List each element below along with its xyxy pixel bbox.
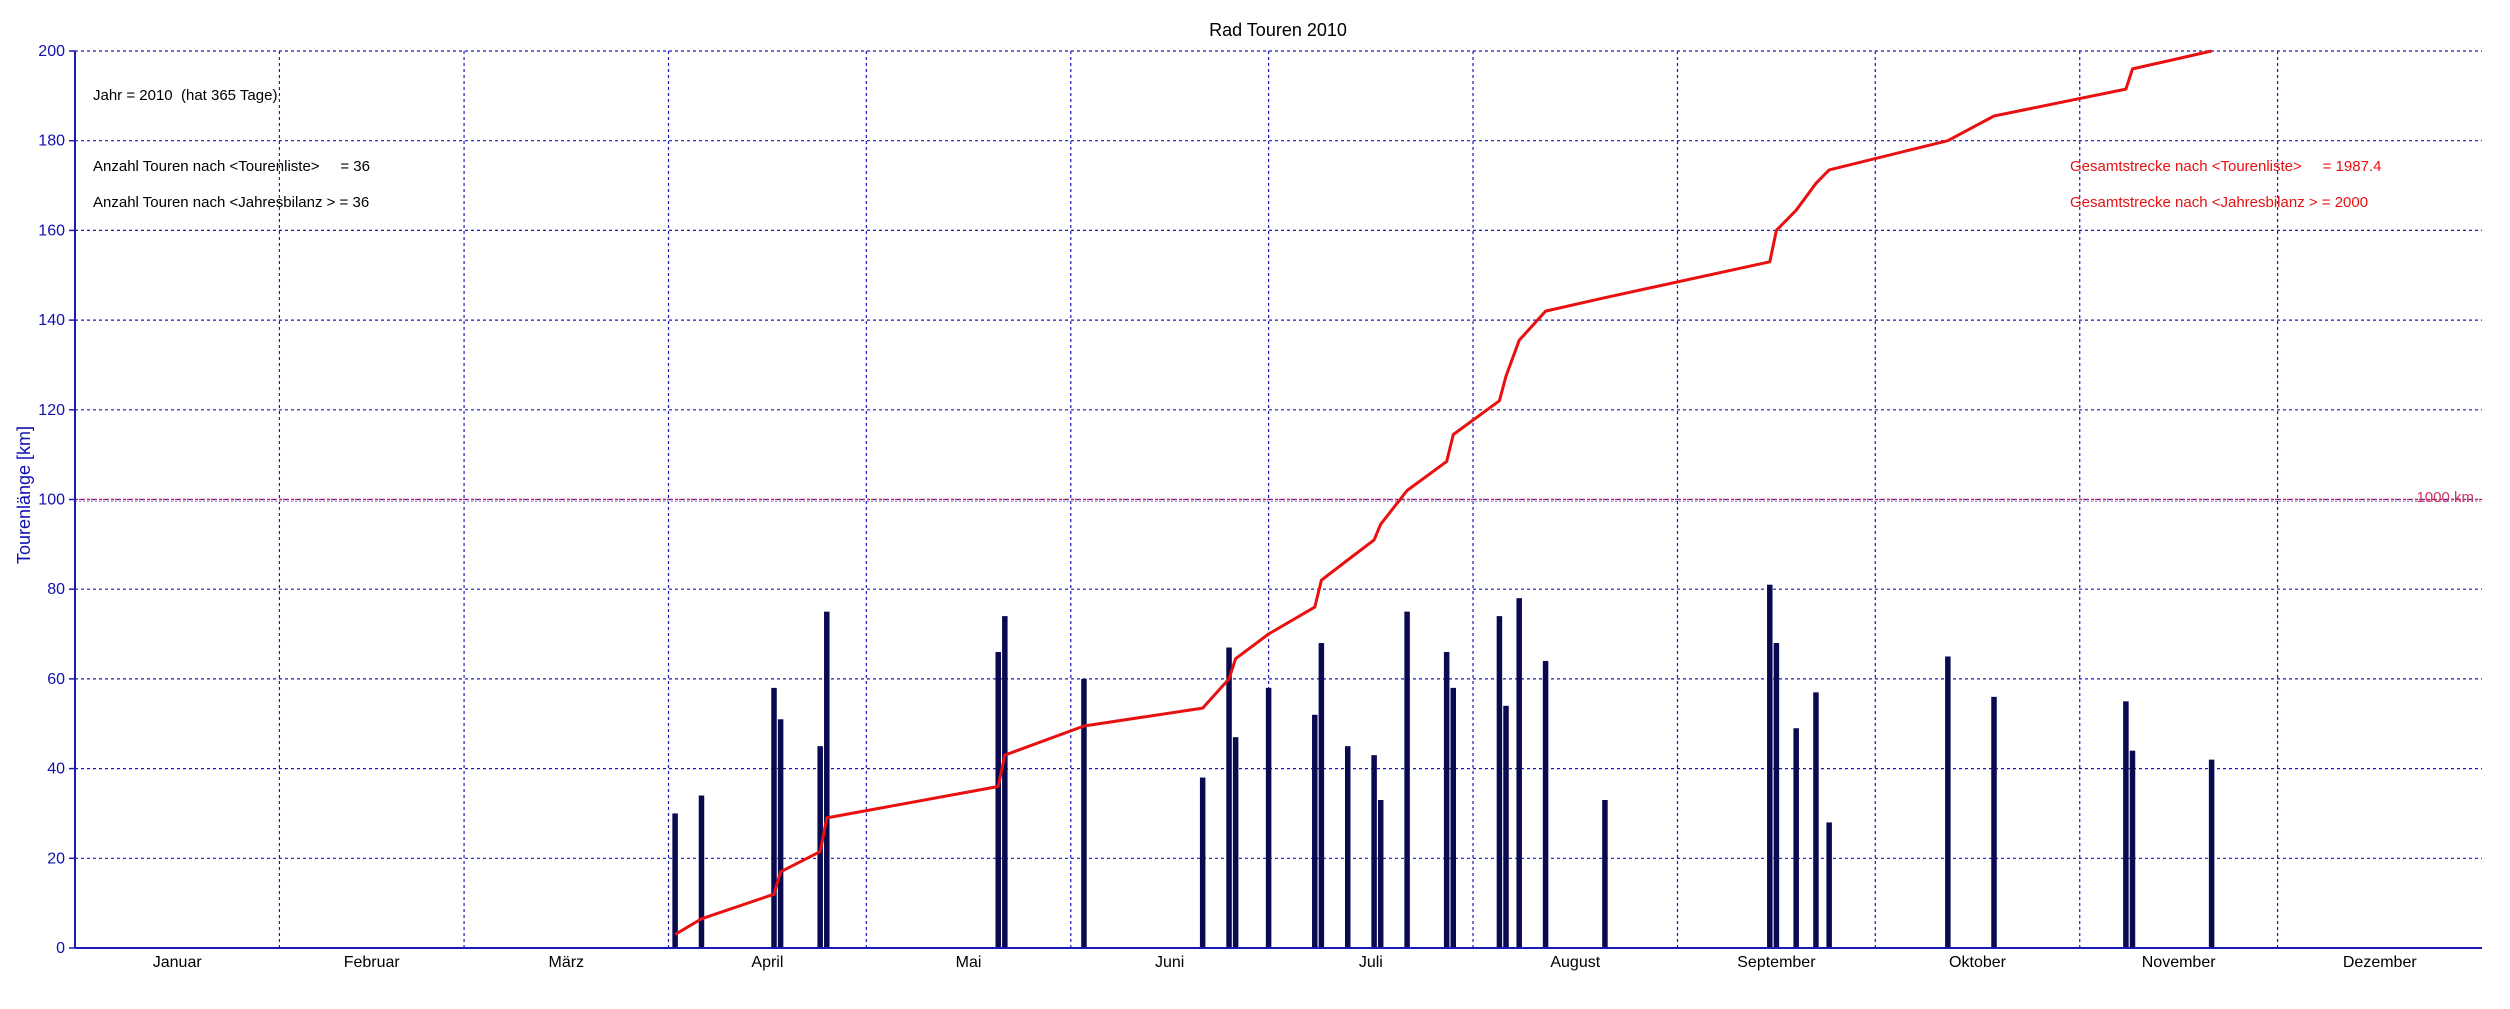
bar <box>777 719 784 948</box>
bar <box>1773 643 1780 948</box>
x-tick-label: Juli <box>1359 954 1383 971</box>
total-tourenliste: Gesamtstrecke nach <Tourenliste> = 1987.… <box>2070 158 2381 175</box>
bar <box>771 687 777 948</box>
bar <box>995 651 1001 948</box>
bar <box>1496 616 1503 948</box>
labels: Rad Touren 2010 Tourenlänge [km] Jahr = … <box>14 20 2474 564</box>
annotation-count-jahresbilanz: Anzahl Touren nach <Jahresbilanz > = 36 <box>93 194 369 211</box>
bar <box>672 813 678 948</box>
bar <box>698 795 705 948</box>
y-tick-label: 140 <box>38 312 65 329</box>
y-tick-label: 60 <box>47 671 65 688</box>
y-tick-label: 160 <box>38 222 65 239</box>
bar <box>1002 616 1008 948</box>
bar <box>1318 643 1325 948</box>
x-tick-label: Mai <box>956 954 982 971</box>
bar <box>1199 777 1206 948</box>
bar <box>1503 705 1509 948</box>
bar <box>1404 611 1410 948</box>
y-tick-label: 100 <box>38 492 65 509</box>
y-tick-label: 200 <box>38 43 65 60</box>
bar <box>1945 656 1951 948</box>
x-tick-label: Juni <box>1155 954 1184 971</box>
bar <box>1767 584 1773 948</box>
bar <box>1793 728 1799 948</box>
axes: 0 20 40 60 80 100 120 140 160 180 200 Januar Februar… <box>38 43 2482 971</box>
bar <box>1542 660 1549 948</box>
bar <box>1377 799 1384 948</box>
y-tick-label: 20 <box>47 850 65 867</box>
x-tick-label: Dezember <box>2343 954 2417 971</box>
reference-line-group <box>75 498 2482 502</box>
total-jahresbilanz: Gesamtstrecke nach <Jahresbilanz > = 200… <box>2070 194 2368 211</box>
bar <box>1081 678 1087 948</box>
reference-line-label: 1000 km <box>2416 489 2474 506</box>
x-tick-label: September <box>1737 954 1816 971</box>
bar <box>1443 651 1450 948</box>
bar <box>1232 737 1239 948</box>
x-tick-label: August <box>1550 954 1600 971</box>
bar <box>824 611 830 948</box>
y-tick-label: 0 <box>56 940 65 957</box>
bar <box>1344 746 1351 948</box>
bar <box>2129 750 2136 948</box>
bar <box>1450 687 1457 948</box>
bar <box>1991 696 1997 948</box>
bar <box>1826 822 1832 948</box>
y-tick-label: 180 <box>38 133 65 150</box>
bar <box>1813 692 1819 948</box>
y-tick-label: 120 <box>38 402 65 419</box>
annotation-count-tourenliste: Anzahl Touren nach <Tourenliste> = 36 <box>93 158 370 175</box>
y-axis-label: Tourenlänge [km] <box>14 426 34 564</box>
bar <box>2208 759 2215 948</box>
bar <box>1226 647 1232 948</box>
y-tick-label: 80 <box>47 581 65 598</box>
cumulative-line <box>674 49 2212 936</box>
x-tick-label: April <box>751 954 783 971</box>
x-tick-label: Februar <box>344 954 401 971</box>
bar <box>1371 755 1377 948</box>
annotation-year: Jahr = 2010 (hat 365 Tage) <box>93 87 277 104</box>
x-tick-label: November <box>2142 954 2216 971</box>
x-tick-label: März <box>549 954 585 971</box>
y-tick-label: 40 <box>47 761 65 778</box>
bar <box>1265 687 1272 948</box>
bar <box>1516 598 1522 948</box>
bar <box>1602 799 1608 948</box>
bar-series <box>672 584 2215 948</box>
bar <box>2123 701 2129 948</box>
x-tick-label: Oktober <box>1949 954 2007 971</box>
x-tick-label: Januar <box>153 954 203 971</box>
cumulative-line-series <box>674 49 2212 936</box>
chart-title: Rad Touren 2010 <box>1209 20 1347 40</box>
bar <box>1312 714 1318 948</box>
